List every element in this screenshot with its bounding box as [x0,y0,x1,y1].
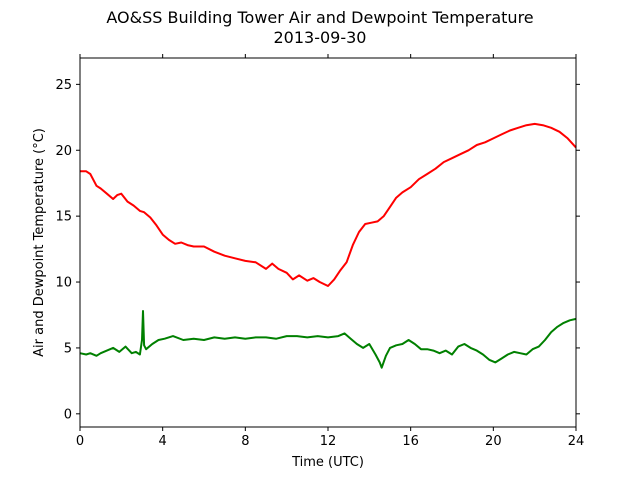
x-tick-label: 0 [76,434,84,449]
x-tick-label: 16 [402,434,419,449]
x-tick-label: 8 [241,434,249,449]
y-axis-label: Air and Dewpoint Temperature (°C) [32,128,47,357]
series-line-2 [79,310,577,369]
y-tick-label: 10 [55,276,72,291]
x-tick-label: 12 [320,434,337,449]
plot-frame [79,57,577,428]
y-tick-label: 25 [55,78,72,93]
x-tick-label: 4 [159,434,167,449]
y-tick-label: 20 [55,144,72,159]
x-tick-label: 20 [485,434,502,449]
series-layer [79,122,577,369]
ticks-layer: 0 4 8 12 16 20 24 0 5 10 15 20 25 [55,54,584,449]
y-tick-label: 0 [64,407,72,422]
chart-title: AO&SS Building Tower Air and Dewpoint Te… [106,8,534,27]
y-tick-label: 15 [55,210,72,225]
x-tick-label: 24 [568,434,585,449]
x-axis-label: Time (UTC) [291,455,364,470]
series-line-1 [80,122,577,287]
chart-subtitle: 2013-09-30 [273,28,367,47]
y-tick-label: 5 [64,341,72,356]
